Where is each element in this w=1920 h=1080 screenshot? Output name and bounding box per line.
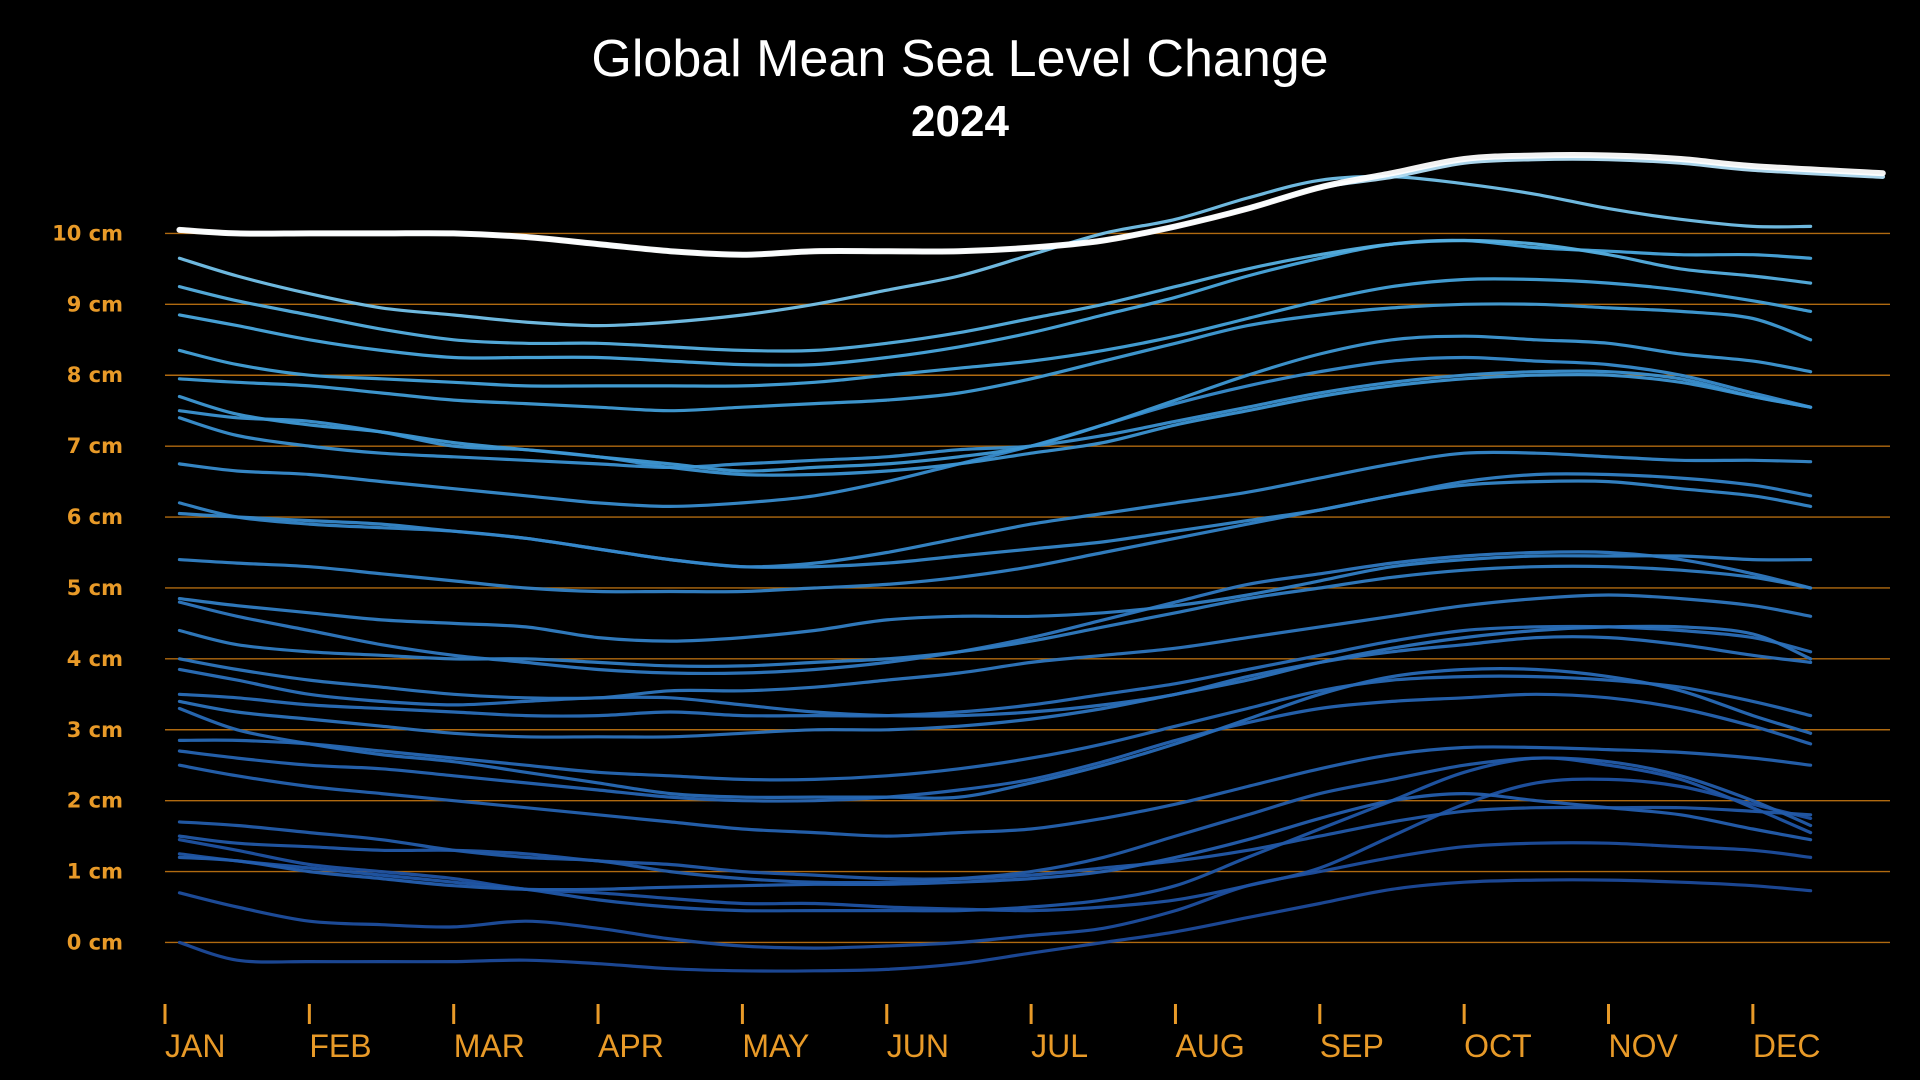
- series-line-2000: [177, 745, 1813, 838]
- y-tick-label: 3 cm: [67, 718, 123, 742]
- series-lines: [176, 152, 1886, 973]
- y-tick-label: 5 cm: [67, 576, 123, 600]
- series-line-2003: [177, 667, 1813, 800]
- series-line-2007: [177, 593, 1813, 701]
- x-tick-label: JUN: [887, 1028, 949, 1064]
- chart-title: Global Mean Sea Level Change: [591, 30, 1328, 88]
- series-line-2004: [177, 624, 1813, 718]
- y-tick-label: 2 cm: [67, 789, 123, 813]
- x-tick-label: JAN: [165, 1028, 225, 1064]
- series-line-2002: [177, 674, 1813, 782]
- x-tick-label: JUL: [1031, 1028, 1088, 1064]
- y-tick-label: 10 cm: [52, 221, 123, 245]
- series-line-2020: [177, 238, 1813, 367]
- series-line-1993: [177, 878, 1813, 973]
- x-tick-label: NOV: [1609, 1028, 1679, 1064]
- x-tick-label: SEP: [1320, 1028, 1384, 1064]
- series-line-2024: [176, 152, 1886, 258]
- series-line-2005: [177, 635, 1813, 718]
- series-line-2022: [177, 174, 1813, 328]
- y-tick-label: 0 cm: [67, 930, 123, 954]
- series-line-1999: [177, 792, 1813, 892]
- series-line-2017: [177, 334, 1813, 473]
- y-tick-label: 1 cm: [67, 860, 123, 884]
- series-line-2016: [177, 372, 1813, 477]
- series-line-2023: [177, 156, 1886, 257]
- chart-subtitle: 2024: [911, 97, 1009, 146]
- series-line-1994: [177, 841, 1813, 950]
- series-line-2021: [177, 238, 1813, 353]
- series-line-2013: [177, 450, 1813, 569]
- y-tick-label: 8 cm: [67, 363, 123, 387]
- series-line-2011: [177, 472, 1813, 594]
- series-line-2006: [177, 624, 1813, 739]
- series-line-2018: [177, 302, 1813, 413]
- series-line-1998: [177, 756, 1813, 885]
- series-line-2015: [177, 369, 1813, 469]
- y-tick-label: 4 cm: [67, 647, 123, 671]
- series-line-2001: [177, 692, 1813, 803]
- x-tick-label: MAY: [742, 1028, 809, 1064]
- x-tick-label: DEC: [1753, 1028, 1821, 1064]
- x-tick-label: FEB: [309, 1028, 371, 1064]
- y-tick-label: 6 cm: [67, 505, 123, 529]
- gridlines: [165, 232, 1890, 944]
- x-tick-label: MAR: [454, 1028, 525, 1064]
- x-axis-ticks: JAN FEB MAR APR MAY JUN JUL AUG SEP OCT NOV DEC: [163, 1004, 1821, 1064]
- series-line-2010: [177, 554, 1813, 643]
- y-tick-label: 7 cm: [67, 434, 123, 458]
- x-tick-label: AUG: [1175, 1028, 1244, 1064]
- y-axis-ticks: 0 cm 1 cm 2 cm 3 cm 4 cm 5 cm 6 cm 7 cm 8 cm 9 cm…: [52, 221, 123, 954]
- series-line-2009: [177, 564, 1813, 668]
- x-tick-label: OCT: [1464, 1028, 1532, 1064]
- series-line-2008: [177, 550, 1813, 676]
- series-line-2014: [177, 355, 1813, 508]
- x-tick-label: APR: [598, 1028, 664, 1064]
- y-tick-label: 9 cm: [67, 292, 123, 316]
- series-line-2019: [177, 277, 1813, 388]
